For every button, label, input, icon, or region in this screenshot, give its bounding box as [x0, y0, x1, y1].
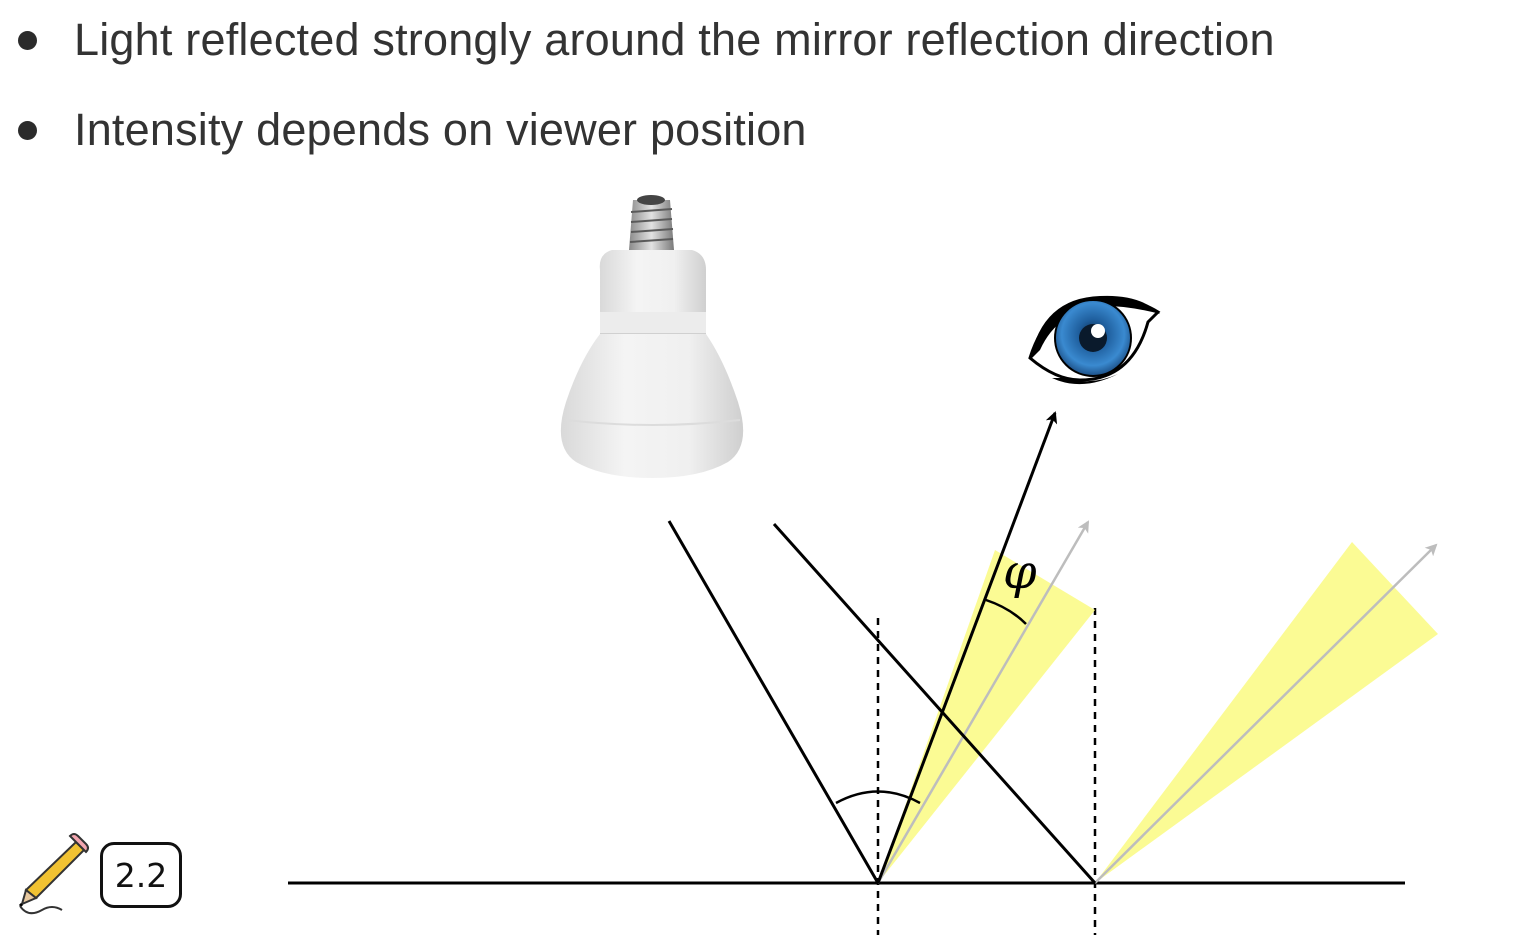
bullet-text: Light reflected strongly around the mirr…	[74, 14, 1275, 65]
angle-label: φ	[1003, 544, 1037, 600]
eye-icon	[1028, 295, 1161, 385]
bullet-item: Light reflected strongly around the mirr…	[18, 10, 1275, 70]
pencil-icon	[18, 833, 89, 915]
mirror-reflection-ray	[876, 520, 1090, 884]
section-badge: 2.2	[100, 842, 182, 908]
view-ray	[876, 411, 1058, 884]
incident-ray	[772, 523, 1097, 884]
bullet-text: Intensity depends on viewer position	[74, 104, 807, 155]
bullet-marker	[18, 120, 37, 140]
mirror-reflection-ray	[1094, 543, 1438, 884]
incident-ray	[667, 520, 880, 884]
light-bulb-icon	[560, 195, 744, 478]
incidence-angle-arc	[835, 790, 921, 805]
bullet-item: Intensity depends on viewer position	[18, 100, 807, 160]
bullet-marker	[18, 30, 37, 50]
phi-angle-arc	[985, 598, 1027, 625]
specular-highlight-cone	[878, 550, 1095, 883]
